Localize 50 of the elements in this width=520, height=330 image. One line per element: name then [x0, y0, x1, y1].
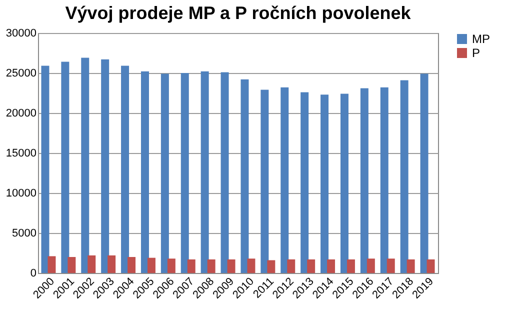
bar: [200, 71, 209, 273]
bar: [140, 71, 149, 273]
bar: [167, 258, 176, 273]
legend-label: MP: [472, 32, 490, 46]
y-tick-label: 15000: [6, 148, 36, 160]
bar: [68, 257, 76, 273]
bar: [267, 260, 276, 273]
bar: [121, 66, 130, 273]
bar: [426, 259, 435, 273]
y-tick-label: 25000: [6, 68, 36, 80]
bar: [346, 259, 355, 273]
bar: [287, 259, 296, 273]
y-tick-label: 0: [30, 268, 36, 280]
bar: [187, 259, 196, 273]
bar: [88, 255, 96, 273]
y-tick-label: 30000: [6, 28, 36, 40]
bar: [207, 259, 216, 273]
bar: [180, 73, 189, 273]
legend-label: P: [472, 46, 480, 60]
bar: [147, 258, 156, 273]
bar: [108, 255, 116, 273]
bar: [128, 257, 136, 273]
y-tick-label: 10000: [6, 188, 36, 200]
bar: [307, 259, 316, 273]
bar: [280, 87, 289, 273]
bar: [380, 87, 388, 273]
bar: [360, 88, 368, 273]
bar: [61, 62, 70, 273]
y-tick-label: 20000: [6, 108, 36, 120]
bar: [220, 72, 229, 273]
bar: [340, 94, 348, 273]
chart-title: Vývoj prodeje MP a P ročních povolenek: [65, 3, 412, 23]
bar: [406, 259, 415, 273]
bar: [327, 259, 336, 273]
bar: [260, 90, 269, 273]
bar: [400, 80, 408, 273]
bar: [240, 79, 249, 273]
bar: [160, 74, 169, 273]
bar: [101, 59, 110, 273]
bar: [366, 258, 375, 273]
bar: [320, 94, 329, 273]
bar: [420, 74, 428, 273]
bar: [41, 66, 50, 273]
bar: [300, 92, 309, 273]
bar: [386, 258, 395, 273]
bar: [227, 259, 236, 273]
bar: [81, 58, 90, 273]
bar: [247, 258, 256, 273]
bar: [48, 256, 56, 273]
y-tick-label: 5000: [12, 228, 36, 240]
